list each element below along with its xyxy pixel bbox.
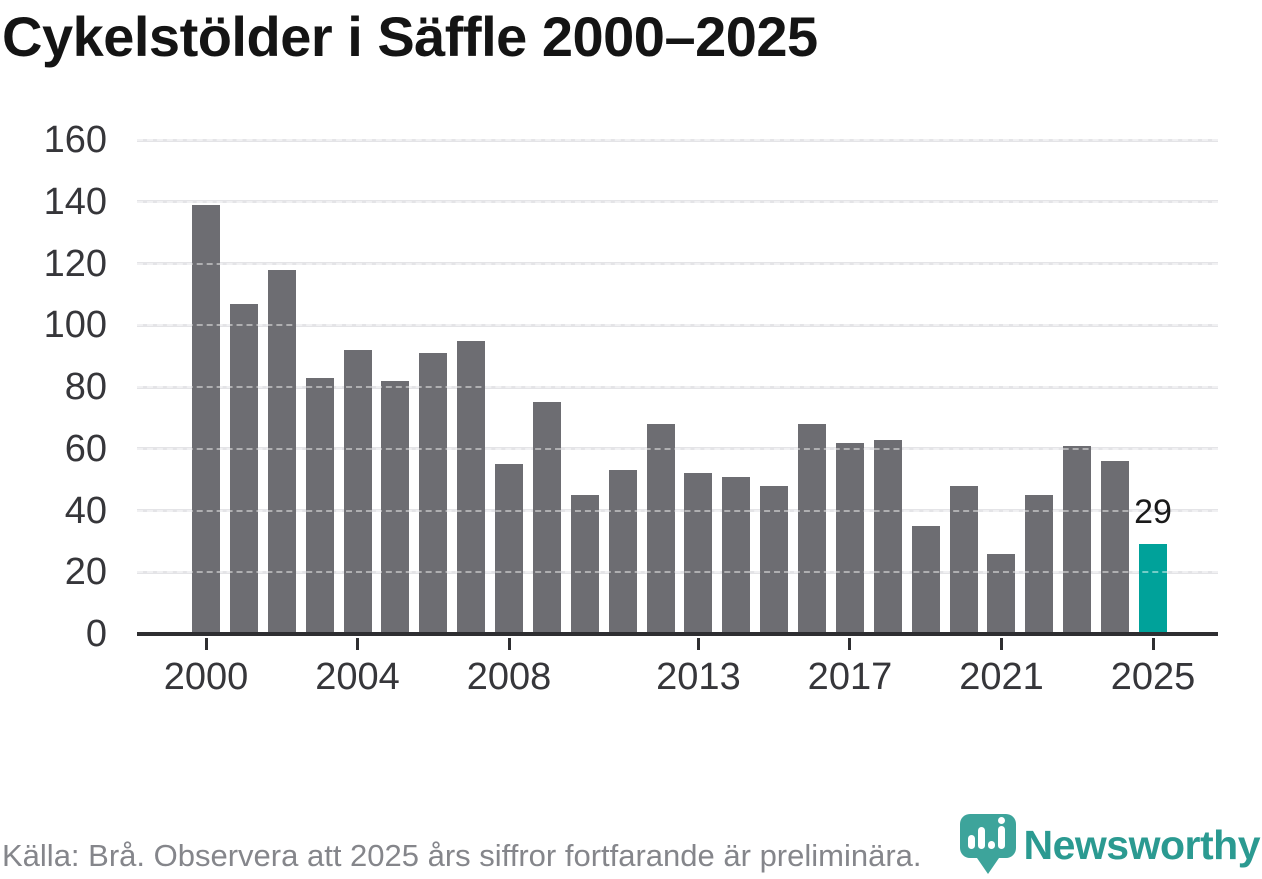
gridline-160 [137,138,1218,142]
x-tick-label-2004: 2004 [315,656,400,698]
x-tick-2013 [696,638,700,650]
x-tick-2017 [848,638,852,650]
bar-2013 [684,473,713,634]
gridline-dash-overlay-100 [137,324,1218,327]
gridline-dash-overlay-140 [137,200,1218,203]
bar-2015 [760,485,789,634]
newsworthy-logo-text: Newsworthy [1023,822,1261,868]
bar-2005 [381,380,410,634]
gridline-dash-overlay-120 [137,262,1218,265]
y-tick-label-100: 100 [43,304,107,347]
bar-2004 [343,349,372,634]
y-tick-label-20: 20 [64,551,107,594]
gridline-80 [137,385,1218,389]
gridline-dash-overlay-80 [137,386,1218,388]
bar-2014 [722,476,751,634]
gridline-dash-overlay-60 [137,447,1218,450]
gridline-dash-overlay-160 [137,139,1218,141]
newsworthy-logo[interactable]: Newsworthy [959,812,1261,878]
gridline-100 [137,323,1218,327]
y-tick-label-60: 60 [64,427,107,470]
x-tick-2000 [204,638,208,650]
bar-2023 [1063,445,1092,634]
bar-2024 [1101,461,1130,634]
x-tick-label-2025: 2025 [1110,656,1196,698]
bar-2000 [192,204,220,634]
x-tick-label-2008: 2008 [466,656,552,698]
newsworthy-pin-bar-chart-icon [959,814,1016,874]
bar-value-label: 29 [1134,493,1172,532]
gridline-40 [137,509,1218,512]
x-tick-2008 [507,638,511,650]
bar-2002 [267,269,296,634]
y-tick-label-0: 0 [85,613,107,655]
y-axis-labels: 0 20 40 60 80 100 120 140 160 [0,121,107,653]
plot-area: 2000 2004 2008 2013 2017 2021 2025 29 [137,138,1218,698]
x-tick-label-2021: 2021 [959,656,1044,698]
bar-2020 [949,485,978,634]
gridline-60 [137,447,1218,451]
x-tick-2004 [356,638,360,650]
bar-2022 [1025,495,1054,634]
bar-2001 [229,303,258,634]
gridline-dash-overlay-20 [137,571,1218,574]
x-tick-label-2013: 2013 [656,656,741,698]
x-axis-line [137,632,1218,636]
bar-2011 [608,470,637,634]
y-tick-label-120: 120 [43,242,107,285]
bar-2010 [570,495,599,634]
bar-2025 [1139,544,1167,634]
bar-2019 [911,525,940,634]
gridline-140 [137,200,1218,204]
bar-2018 [873,439,902,634]
x-tick-2021 [999,638,1003,650]
y-tick-label-160: 160 [43,119,107,161]
bar-2008 [495,464,524,634]
x-tick-2025 [1151,638,1155,650]
y-tick-label-140: 140 [43,180,107,223]
bar-2009 [532,402,561,634]
bar-2012 [646,424,675,634]
x-tick-label-2000: 2000 [163,656,249,698]
y-tick-label-80: 80 [64,366,107,408]
x-tick-label-2017: 2017 [807,656,893,698]
gridline-120 [137,262,1218,265]
source-note: Källa: Brå. Observera att 2025 års siffr… [2,838,922,873]
bar-2016 [798,424,827,634]
gridline-20 [137,570,1218,574]
bar-2007 [457,340,486,634]
bar-chart: 0 20 40 60 80 100 120 140 160 2000 2004 2008 2013 20… [0,121,1262,722]
y-tick-label-40: 40 [64,489,107,532]
chart-title: Cykelstölder i Säffle 2000–2025 [2,5,818,68]
bar-2021 [987,553,1016,634]
bar-2006 [419,353,448,634]
gridline-dash-overlay-40 [137,509,1218,512]
bar-2003 [305,377,334,634]
bar-2017 [835,442,864,634]
